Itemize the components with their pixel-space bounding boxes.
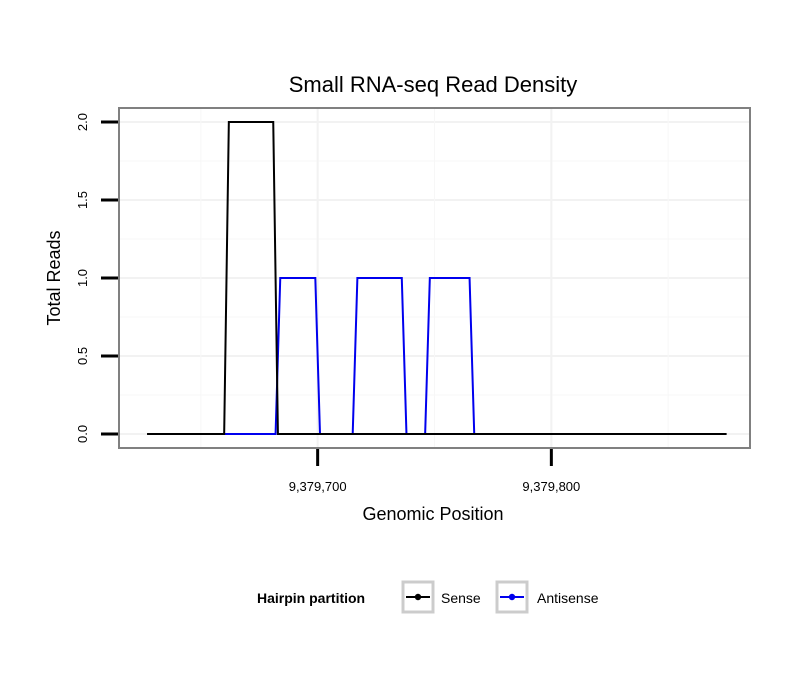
- legend-point-sense: [414, 593, 422, 601]
- legend: Hairpin partition Sense Antisense: [257, 580, 599, 614]
- y-tick-label: 1.5: [75, 191, 90, 209]
- grid: [119, 108, 750, 448]
- legend-title: Hairpin partition: [257, 590, 365, 606]
- series-layer: [147, 121, 727, 435]
- x-tick-label: 9,379,700: [289, 479, 347, 494]
- plot-border: [118, 107, 751, 449]
- legend-label-sense: Sense: [441, 590, 481, 606]
- x-axis-label: Genomic Position: [362, 504, 503, 524]
- x-tick-label: 9,379,800: [522, 479, 580, 494]
- chart-title: Small RNA-seq Read Density: [289, 72, 578, 97]
- y-tick-label: 0.5: [75, 347, 90, 365]
- y-tick-label: 2.0: [75, 113, 90, 131]
- legend-item-sense: Sense: [401, 580, 481, 614]
- y-axis: 0.0 0.5 1.0 1.5 2.0: [75, 113, 118, 443]
- legend-item-antisense: Antisense: [495, 580, 599, 614]
- y-tick-label: 1.0: [75, 269, 90, 287]
- y-axis-label: Total Reads: [44, 230, 64, 325]
- legend-point-antisense: [508, 593, 516, 601]
- series-line-sense: [147, 121, 727, 435]
- legend-label-antisense: Antisense: [537, 590, 599, 606]
- series-line-antisense: [224, 277, 476, 435]
- x-axis: 9,379,700 9,379,800: [289, 449, 580, 494]
- y-tick-label: 0.0: [75, 425, 90, 443]
